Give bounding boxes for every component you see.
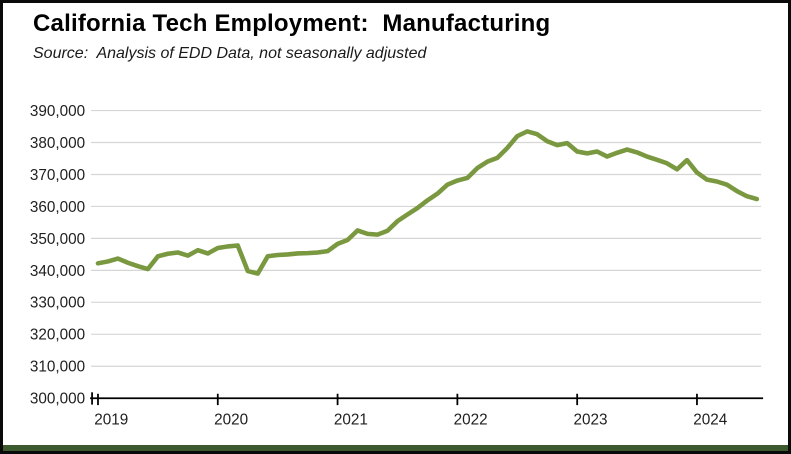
y-tick-label: 350,000	[30, 231, 85, 248]
x-tick-label: 2021	[334, 411, 368, 428]
y-tick-label: 390,000	[30, 103, 85, 120]
y-tick-label: 340,000	[30, 263, 85, 280]
chart-source-note: Source: Analysis of EDD Data, not season…	[33, 45, 427, 62]
x-tick-label: 2024	[693, 411, 727, 428]
y-tick-label: 320,000	[30, 327, 85, 344]
bottom-accent-bar	[3, 445, 788, 451]
chart-svg: 390,000 380,000 370,000 360,000 350,000 340,0…	[30, 103, 764, 428]
y-tick-label: 330,000	[30, 295, 85, 312]
y-tick-label: 300,000	[30, 391, 85, 408]
chart-title: California Tech Employment: Manufacturin…	[33, 10, 551, 37]
y-tick-label: 380,000	[30, 135, 85, 152]
x-tick-label: 2020	[214, 411, 248, 428]
x-tick-label: 2022	[454, 411, 488, 428]
y-tick-label: 310,000	[30, 359, 85, 376]
x-tick-label: 2019	[94, 411, 128, 428]
y-tick-label: 360,000	[30, 199, 85, 216]
x-tick-label: 2023	[573, 411, 607, 428]
employment-line-series	[95, 129, 760, 276]
chart-header: California Tech Employment: Manufacturin…	[33, 9, 550, 64]
y-tick-label: 370,000	[30, 167, 85, 184]
